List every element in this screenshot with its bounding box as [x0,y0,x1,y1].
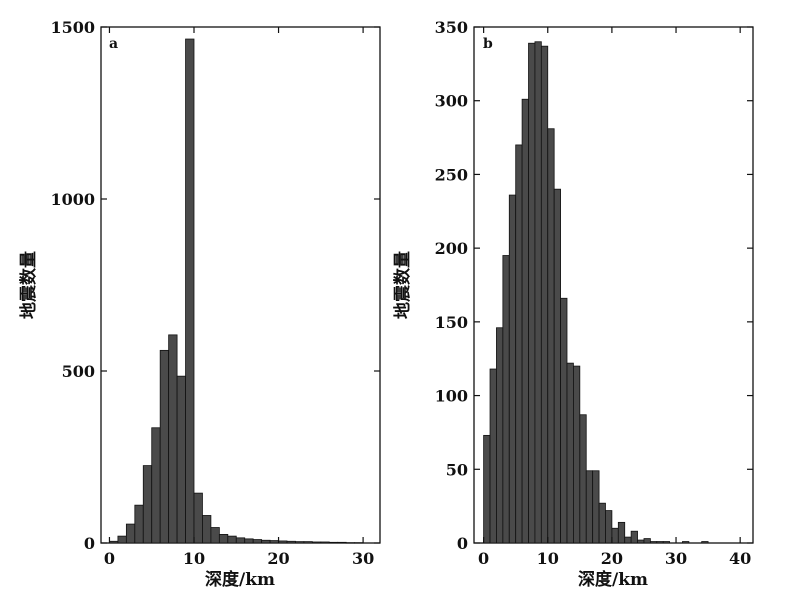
panel-b-bar-18 [598,502,606,544]
panel-b-bar-31 [682,541,690,544]
panel-b-bar-9 [540,45,549,544]
panel-b-y-tick-label-200: 200 [435,239,468,258]
panel-b-y-tick-label-250: 250 [435,165,468,184]
panel-b-bar-28 [662,541,671,544]
panel-b-bar-21 [617,521,626,544]
panel-a-y-tick-label-500: 500 [62,362,95,381]
panel-b-x-tick-label-10: 10 [537,549,559,568]
panel-a-y-tick-label-1500: 1500 [50,18,95,37]
panel-b-label: b [483,36,493,52]
panel-b-bar-12 [560,297,568,544]
panel-b-x-tick-label-30: 30 [665,549,687,568]
panel-a-bars [109,38,364,544]
panel-b-bar-10 [547,128,555,544]
panel-b-bar-11 [553,188,561,544]
panel-a-x-tick-label-30: 30 [352,549,374,568]
panel-b-bar-27 [656,541,664,544]
panel-b-bar-7 [528,42,536,544]
panel-b-bar-20 [611,527,619,544]
panel-a-bar-18 [261,539,271,544]
panel-b-x-tick-label-20: 20 [601,549,623,568]
panel-a-x-tick-label-20: 20 [267,549,289,568]
panel-a-bar-22 [295,541,305,544]
panel-a-plot-frame [100,26,381,544]
panel-b-bar-26 [649,541,658,544]
panel-b-y-tick-label-150: 150 [435,313,468,332]
panel-b-bar-13 [566,362,574,544]
panel-a-bar-25 [320,541,330,544]
panel-b-bar-3 [502,255,510,544]
panel-b-bar-2 [496,327,504,544]
panel-b-bar-19 [605,510,613,544]
panel-a-bar-12 [210,527,220,544]
panel-a-bar-14 [227,535,237,544]
panel-b: 0 10 20 30 40 0 50 100 150 200 250 300 350 b 深度/km 地… [392,18,754,590]
panel-b-bar-24 [637,539,645,544]
panel-b-bar-1 [489,368,497,544]
panel-a-x-tick-label-0: 0 [104,549,115,568]
panel-b-ticks: 0 10 20 30 40 0 50 100 150 200 250 300 350 [435,18,753,568]
panel-a-bar-13 [218,534,229,544]
panel-a-bar-15 [235,537,246,544]
panel-a-bar-23 [303,541,313,544]
panel-b-x-tick-label-0: 0 [478,549,489,568]
panel-a-bar-17 [252,539,263,544]
panel-b-bar-22 [624,536,632,544]
panel-a-bar-19 [269,540,279,544]
panel-a-bar-7 [168,334,178,544]
panel-a-bar-6 [159,349,170,544]
panel-a-ticks: 0 10 20 30 0 500 1000 1500 [50,18,380,568]
panel-b-bar-17 [592,470,600,544]
panel-a-bar-10 [193,492,203,544]
panel-b-x-tick-label-40: 40 [729,549,751,568]
panel-b-bar-16 [585,470,594,544]
panel-b-y-tick-label-300: 300 [435,92,468,111]
panel-b-y-tick-label-350: 350 [435,18,468,37]
panel-b-bar-15 [579,414,587,544]
panel-b-bars [483,41,709,544]
panel-b-bar-8 [534,41,542,544]
panel-a-y-tick-label-1000: 1000 [50,190,95,209]
panel-a-bar-5 [151,427,161,544]
panel-b-bar-6 [521,98,529,544]
panel-a-bar-27 [337,541,347,544]
panel-a-bar-21 [286,540,296,544]
panel-b-bar-34 [701,541,709,544]
panel-a-bar-9 [185,38,195,544]
panel-b-bar-23 [630,530,638,544]
panel-a-x-tick-label-10: 10 [183,549,205,568]
panel-b-y-tick-label-50: 50 [446,460,468,479]
panel-a-bar-11 [202,515,212,544]
panel-b-bar-0 [483,434,491,544]
panel-b-bar-14 [573,365,581,544]
panel-a-bar-2 [125,523,136,544]
panel-b-y-tick-label-100: 100 [435,387,468,406]
panel-a-bar-24 [311,541,322,544]
panel-b-bar-4 [508,194,517,544]
panel-a-bar-28 [345,542,356,544]
panel-b-x-axis-label: 深度/km [578,569,648,590]
panel-a-y-axis-label: 地震数量 [18,251,39,319]
panel-a-bar-3 [134,504,144,544]
panel-a-bar-8 [176,375,186,544]
panel-b-bar-5 [515,144,523,544]
panel-a-bar-0 [109,540,119,544]
panel-a-bar-16 [244,538,254,544]
panel-a-bar-26 [328,541,339,544]
panel-a-bar-1 [117,535,127,544]
panel-a-bar-29 [354,542,364,544]
panel-b-bar-25 [643,538,651,544]
panel-b-y-tick-label-0: 0 [457,534,468,553]
panel-a-label: a [109,36,118,52]
panel-a-y-tick-label-0: 0 [84,534,95,553]
panel-a-bar-4 [142,465,153,544]
panel-a: 0 10 20 30 0 500 1000 1500 a 深度/km 地震数量 [18,18,381,590]
panel-a-x-axis-label: 深度/km [205,569,275,590]
panel-b-y-axis-label: 地震数量 [392,251,413,319]
panel-a-bar-20 [278,540,288,544]
